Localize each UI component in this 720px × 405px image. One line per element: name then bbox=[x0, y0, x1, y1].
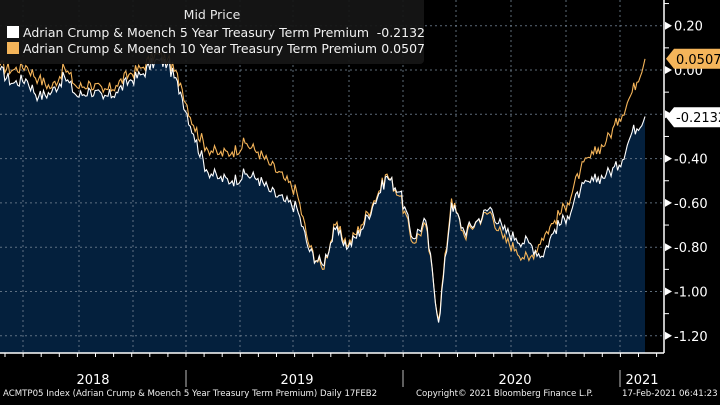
footer-copyright: Copyright© 2021 Bloomberg Finance L.P. bbox=[416, 389, 594, 399]
series-line-10y bbox=[0, 51, 646, 321]
area-layer bbox=[0, 58, 645, 353]
y-tick-label: -0.60 bbox=[674, 197, 708, 212]
line-layer bbox=[0, 51, 646, 323]
badge-5y-shape bbox=[666, 107, 720, 128]
legend-swatch-10y bbox=[7, 42, 19, 54]
x-year-label: 2019 bbox=[280, 373, 313, 388]
legend-title: Mid Price bbox=[183, 7, 241, 22]
y-tick-marker bbox=[665, 66, 672, 74]
x-year-label: 2020 bbox=[498, 373, 531, 388]
x-year-label: 2018 bbox=[76, 373, 109, 388]
badge-10y-text: 0.0507 bbox=[676, 53, 720, 68]
y-tick-label: -1.20 bbox=[674, 330, 708, 345]
badge-5y-text: -0.2132 bbox=[676, 111, 720, 126]
legend-swatch-5y bbox=[7, 26, 19, 38]
legend-item-5y[interactable]: Adrian Crump & Moench 5 Year Treasury Te… bbox=[7, 25, 425, 41]
y-tick-label: -0.40 bbox=[674, 153, 708, 168]
series-line-5y bbox=[0, 56, 646, 323]
axis-layer: 0.200.00-0.20-0.40-0.60-0.80-1.00-1.2020… bbox=[0, 0, 720, 388]
y-tick-marker bbox=[665, 243, 672, 252]
legend-label-5y: Adrian Crump & Moench 5 Year Treasury Te… bbox=[23, 25, 370, 40]
y-tick-marker bbox=[665, 331, 672, 340]
y-tick-label: 0.20 bbox=[674, 20, 703, 35]
footer-timestamp: 17-Feb-2021 06:41:23 bbox=[622, 389, 718, 399]
legend-label-10y: Adrian Crump & Moench 10 Year Treasury T… bbox=[23, 41, 378, 56]
area-fill-5y bbox=[0, 58, 645, 353]
legend-value-10y: 0.0507 bbox=[381, 41, 425, 56]
x-year-label: 2021 bbox=[625, 373, 658, 388]
footer-security: ACMTP05 Index (Adrian Crump & Moench 5 Y… bbox=[3, 389, 378, 399]
y-tick-label: -0.80 bbox=[674, 241, 708, 256]
y-tick-marker bbox=[665, 198, 672, 207]
legend-value-5y: -0.2132 bbox=[376, 25, 425, 40]
badge-5y: -0.2132 bbox=[666, 107, 720, 128]
y-tick-marker bbox=[665, 21, 672, 30]
legend-item-10y[interactable]: Adrian Crump & Moench 10 Year Treasury T… bbox=[7, 41, 425, 57]
y-tick-marker bbox=[665, 154, 672, 163]
badge-10y-shape bbox=[666, 48, 720, 69]
y-tick-label: -1.00 bbox=[674, 286, 708, 301]
y-tick-marker bbox=[665, 287, 672, 296]
badge-10y: 0.0507 bbox=[666, 48, 720, 69]
legend: Mid Price Adrian Crump & Moench 5 Year T… bbox=[0, 0, 425, 64]
